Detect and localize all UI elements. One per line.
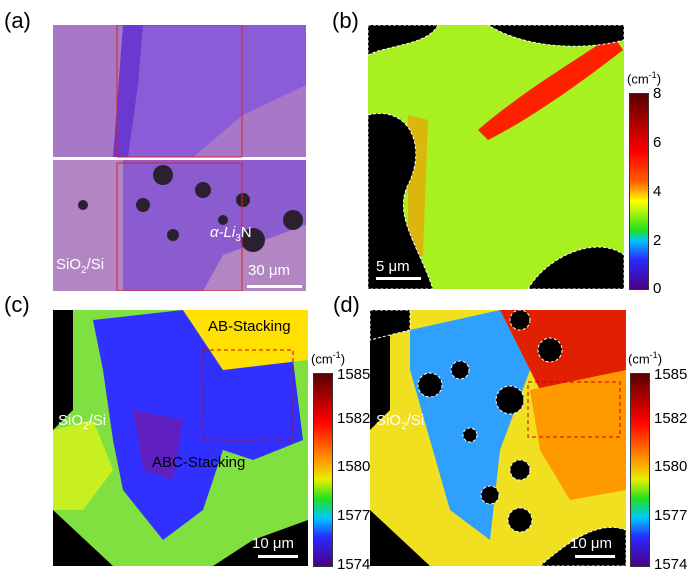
panel-b-label: (b)	[332, 8, 359, 33]
substrate-label-d: SiO2/Si	[376, 412, 425, 432]
scale-label-c: 10 μm	[252, 535, 294, 552]
abc-stacking-label: ABC-Stacking	[152, 454, 246, 471]
panel-a-label: (a)	[4, 8, 31, 33]
colorbar-tick: 6	[653, 134, 662, 151]
scale-bar-c	[258, 555, 298, 558]
colorbar-tick: 1574	[654, 556, 688, 573]
optical-micrograph	[53, 25, 306, 291]
colorbar-tick: 1582	[654, 410, 688, 427]
unit-label-b: (cm-1)	[627, 70, 662, 87]
raman-map-c	[53, 310, 308, 566]
colorbar-tick: 1577	[337, 507, 371, 524]
unit-label-d: (cm-1)	[628, 350, 663, 367]
scale-label-b: 5 μm	[376, 258, 410, 275]
material-label: α-Li3N	[210, 224, 252, 244]
substrate-label-a: SiO2/Si	[56, 256, 105, 276]
colorbar-tick: 1580	[337, 458, 371, 475]
raman-map-b	[368, 25, 624, 289]
colorbar-d	[630, 373, 650, 567]
panel-c-label: (c)	[4, 292, 30, 317]
colorbar-tick: 8	[653, 85, 662, 102]
colorbar-c	[313, 373, 333, 567]
colorbar-tick: 1574	[337, 556, 371, 573]
colorbar-tick: 1585	[337, 366, 371, 383]
panel-d-label: (d)	[333, 292, 360, 317]
ab-stacking-label: AB-Stacking	[208, 318, 291, 335]
raman-map-d	[370, 310, 626, 566]
colorbar-tick: 1580	[654, 458, 688, 475]
colorbar-tick: 1582	[337, 410, 371, 427]
scale-label-a: 30 μm	[248, 262, 290, 279]
substrate-label-c: SiO2/Si	[58, 412, 107, 432]
colorbar-tick: 2	[653, 232, 662, 249]
colorbar-tick: 4	[653, 183, 662, 200]
colorbar-tick: 1585	[654, 366, 688, 383]
colorbar-b	[629, 93, 649, 290]
colorbar-tick: 0	[653, 280, 662, 297]
colorbar-tick: 1577	[654, 507, 688, 524]
unit-label-c: (cm-1)	[311, 350, 346, 367]
scale-bar-b	[376, 277, 421, 280]
scale-bar-d	[575, 555, 615, 558]
scale-bar-a	[247, 285, 302, 288]
scale-label-d: 10 μm	[570, 535, 612, 552]
